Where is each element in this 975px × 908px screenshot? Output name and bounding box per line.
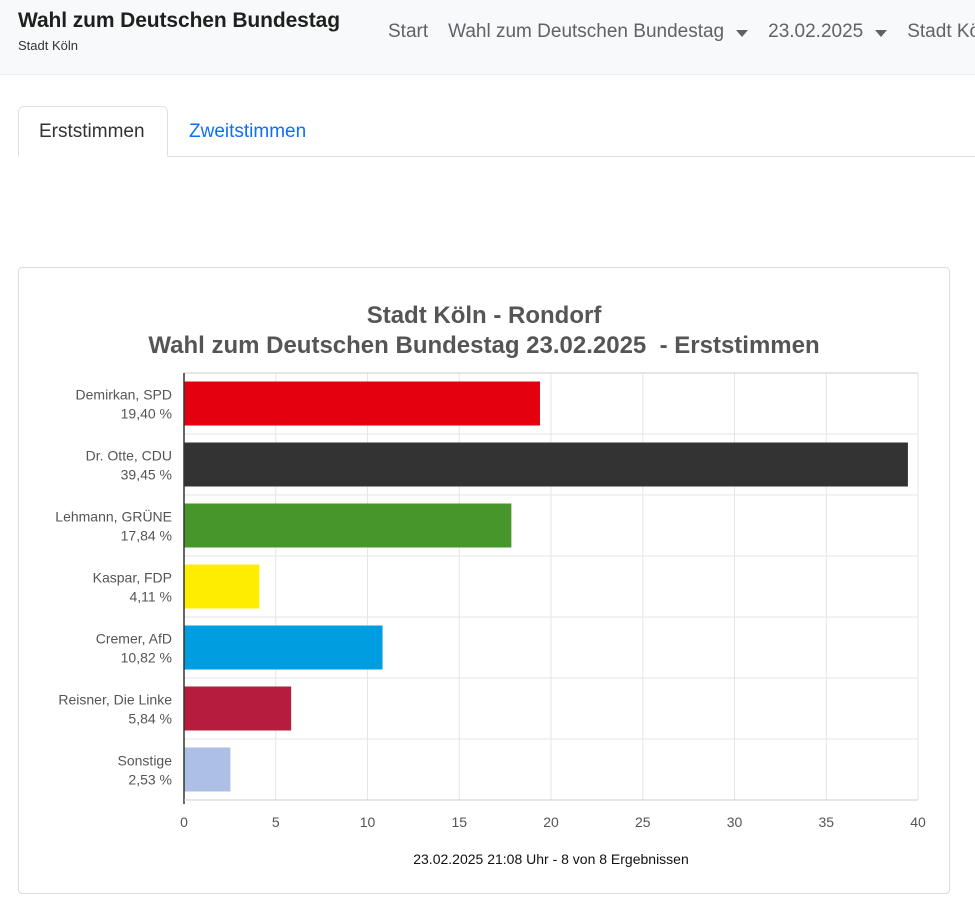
chart-grid (184, 372, 919, 801)
nav-item-label: Start (388, 21, 429, 42)
category-name-label: Kaspar, FDP (93, 570, 172, 586)
nav-item-label: 23.02.2025 (768, 21, 864, 42)
top-navbar: Wahl zum Deutschen Bundestag Stadt Köln … (0, 0, 975, 75)
nav-menu: Start Wahl zum Deutschen Bundestag 23.02… (388, 21, 975, 43)
category-name-label: Reisner, Die Linke (58, 692, 172, 708)
category-percent-label: 4,11 % (129, 589, 172, 605)
brand-subtitle: Stadt Köln (18, 38, 78, 53)
category-percent-label: 39,45 % (121, 467, 172, 483)
nav-item-start[interactable]: Start (388, 21, 428, 43)
vote-type-tabs: Erststimmen Zweitstimmen (18, 106, 975, 157)
bar[interactable] (184, 442, 908, 487)
bar[interactable] (184, 564, 260, 609)
category-name-label: Lehmann, GRÜNE (55, 508, 172, 525)
category-name-label: Dr. Otte, CDU (86, 448, 172, 464)
x-tick-label: 30 (727, 814, 743, 830)
x-tick-label: 15 (451, 814, 467, 830)
chart-card: Stadt Köln - Rondorf Wahl zum Deutschen … (18, 267, 950, 894)
nav-item-label: Stadt Köln (907, 21, 975, 42)
chart-bars (184, 381, 908, 792)
x-tick-label: 20 (543, 814, 559, 830)
category-percent-label: 10,82 % (121, 650, 172, 666)
results-bar-chart: Stadt Köln - Rondorf Wahl zum Deutschen … (55, 302, 926, 867)
bar[interactable] (184, 381, 540, 426)
chart-footer-status: 23.02.2025 21:08 Uhr - 8 von 8 Ergebniss… (413, 851, 689, 867)
nav-item-label: Wahl zum Deutschen Bundestag (448, 21, 725, 42)
bar[interactable] (184, 503, 512, 548)
brand-title[interactable]: Wahl zum Deutschen Bundestag (18, 9, 340, 32)
nav-item-date-dropdown[interactable]: 23.02.2025 (768, 21, 888, 43)
tab-erststimmen[interactable]: Erststimmen (18, 106, 168, 157)
bar[interactable] (184, 747, 231, 792)
chart-title-line1: Stadt Köln - Rondorf (367, 302, 603, 329)
chart-category-labels: Demirkan, SPD 19,40 % Dr. Otte, CDU 39,45 %… (55, 387, 172, 788)
x-tick-label: 25 (635, 814, 651, 830)
x-tick-label: 10 (360, 814, 376, 830)
chart-title-line2: Wahl zum Deutschen Bundestag 23.02.2025 … (148, 332, 819, 359)
nav-item-election-dropdown[interactable]: Wahl zum Deutschen Bundestag (448, 21, 749, 43)
tab-zweitstimmen[interactable]: Zweitstimmen (189, 120, 307, 142)
category-name-label: Sonstige (118, 753, 173, 769)
caret-down-icon (736, 29, 749, 37)
category-percent-label: 5,84 % (128, 711, 172, 727)
category-percent-label: 17,84 % (121, 528, 172, 544)
nav-item-city[interactable]: Stadt Köln (907, 21, 975, 43)
x-tick-label: 5 (272, 814, 280, 830)
caret-down-icon (875, 29, 888, 37)
x-tick-label: 0 (180, 814, 188, 830)
bar[interactable] (184, 686, 292, 731)
bar[interactable] (184, 625, 383, 670)
category-name-label: Demirkan, SPD (76, 387, 172, 403)
category-name-label: Cremer, AfD (96, 631, 172, 647)
brand[interactable]: Wahl zum Deutschen Bundestag Stadt Köln (18, 9, 340, 53)
x-tick-label: 35 (818, 814, 834, 830)
x-tick-label: 40 (910, 814, 926, 830)
chart-x-axis-ticks: 0 5 10 15 20 25 30 35 40 (180, 373, 926, 830)
category-percent-label: 19,40 % (121, 406, 172, 422)
category-percent-label: 2,53 % (128, 772, 172, 788)
